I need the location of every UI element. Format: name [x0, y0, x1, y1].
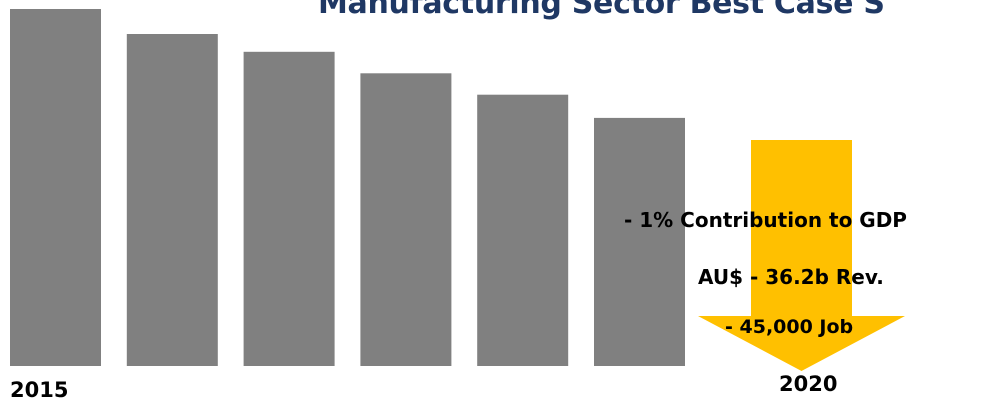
bar-2 [126, 34, 218, 366]
bars-group [10, 9, 685, 367]
jobs-annotation: - 45,000 Job [725, 316, 854, 338]
revenue-annotation: AU$ - 36.2b Rev. [698, 265, 884, 289]
bar-1 [10, 9, 101, 366]
down-arrow-icon [698, 140, 905, 371]
bar-5 [477, 94, 569, 366]
gdp-annotation: - 1% Contribution to GDP [624, 208, 907, 232]
bar-6 [594, 117, 685, 367]
bar-4 [360, 73, 452, 367]
chart-title: Manufacturing Sector Best Case S [318, 0, 885, 21]
start-year-label: 2015 [10, 378, 69, 402]
bar-3 [243, 51, 335, 367]
end-year-label: 2020 [779, 372, 838, 396]
